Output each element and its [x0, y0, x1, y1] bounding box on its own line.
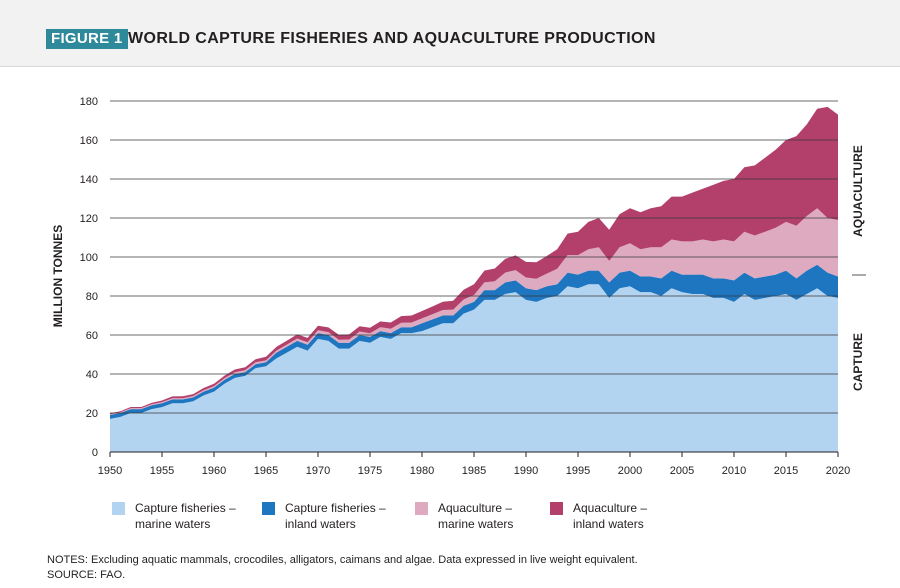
x-tick-label: 1955: [150, 465, 174, 477]
capture-side-label: CAPTURE: [851, 333, 865, 391]
y-tick-label: 100: [80, 252, 98, 264]
y-tick-label: 0: [92, 447, 98, 459]
legend-label: Aquaculture – inland waters: [573, 501, 648, 531]
y-tick-label: 80: [86, 291, 98, 303]
x-tick-labels: 1950 1955 1960 1965 1970 1975 1980 1985 1990 1995…: [98, 465, 850, 477]
notes: NOTES: Excluding aquatic mammals, crocod…: [47, 553, 638, 583]
gridlines: [110, 100, 838, 414]
x-tick-label: 2005: [670, 465, 694, 477]
x-tick-label: 2000: [618, 465, 642, 477]
y-tick-label: 180: [80, 96, 98, 108]
source-text: SOURCE: FAO.: [47, 569, 126, 581]
x-tick-label: 2015: [774, 465, 798, 477]
aquaculture-side-label: AQUACULTURE: [851, 145, 865, 237]
x-tick-label: 2010: [722, 465, 746, 477]
legend-item-capture-marine: Capture fisheries – marine waters: [112, 500, 236, 532]
legend-label: Aquaculture – marine waters: [438, 501, 514, 531]
x-tick-label: 1950: [98, 465, 122, 477]
axes: [109, 451, 839, 457]
x-tick-label: 1995: [566, 465, 590, 477]
legend-item-aquaculture-marine: Aquaculture – marine waters: [415, 500, 513, 532]
x-tick-label: 2020: [826, 465, 850, 477]
legend-label: Capture fisheries – marine waters: [135, 501, 236, 531]
y-tick-label: 140: [80, 174, 98, 186]
y-tick-label: 60: [86, 330, 98, 342]
y-tick-label: 120: [80, 213, 98, 225]
x-tick-label: 1970: [306, 465, 330, 477]
figure-title: WORLD CAPTURE FISHERIES AND AQUACULTURE …: [128, 30, 656, 47]
figure-number-badge: FIGURE 1: [46, 29, 128, 49]
x-tick-label: 1980: [410, 465, 434, 477]
x-tick-label: 1985: [462, 465, 486, 477]
y-tick-label: 40: [86, 369, 98, 381]
y-axis-label: MILLION TONNES: [51, 225, 65, 327]
legend-item-aquaculture-inland: Aquaculture – inland waters: [550, 500, 647, 532]
x-tick-label: 1960: [202, 465, 226, 477]
legend-swatch: [415, 502, 428, 515]
figure-header: FIGURE 1 WORLD CAPTURE FISHERIES AND AQU…: [0, 0, 900, 67]
area-capture-marine: [110, 284, 838, 452]
notes-text: NOTES: Excluding aquatic mammals, crocod…: [47, 554, 638, 566]
area-capture-inland: [110, 264, 838, 419]
legend-item-capture-inland: Capture fisheries – inland waters: [262, 500, 386, 532]
legend-label: Capture fisheries – inland waters: [285, 501, 386, 531]
stacked-area-chart: 0 20 40 60 80 100 120 140 160 180 1950 1955 1960 196…: [51, 96, 866, 477]
y-tick-labels: 0 20 40 60 80 100 120 140 160 180: [80, 96, 98, 459]
x-tick-label: 1975: [358, 465, 382, 477]
x-tick-label: 1965: [254, 465, 278, 477]
legend-swatch: [550, 502, 563, 515]
series-areas: [110, 106, 838, 452]
area-aquaculture-marine: [110, 208, 838, 415]
y-tick-label: 160: [80, 135, 98, 147]
legend: Capture fisheries – marine waters Capture…: [0, 500, 900, 540]
y-tick-label: 20: [86, 408, 98, 420]
x-tick-label: 1990: [514, 465, 538, 477]
legend-swatch: [262, 502, 275, 515]
legend-swatch: [112, 502, 125, 515]
